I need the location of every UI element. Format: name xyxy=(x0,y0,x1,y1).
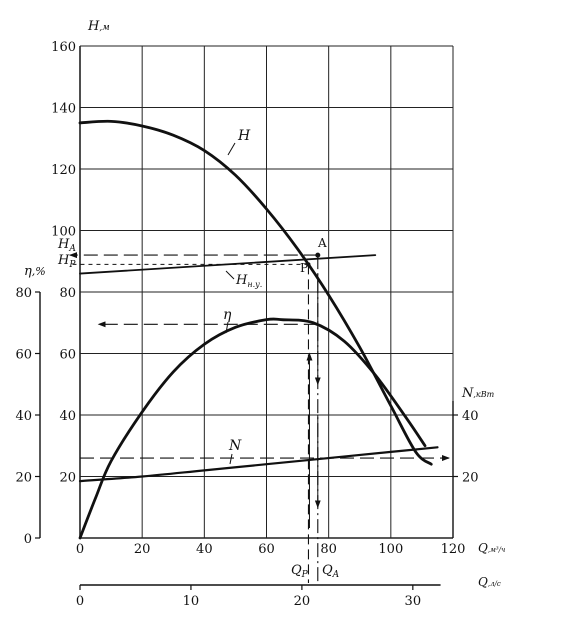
n-tick-label: 20 xyxy=(462,471,479,486)
h-tick-label: 100 xyxy=(51,225,76,240)
q-tick-label: 60 xyxy=(258,542,275,557)
q-tick-label: 100 xyxy=(378,542,403,557)
q-tick-label: 80 xyxy=(320,542,337,557)
eta-curve-label: η xyxy=(223,307,232,323)
eta-tick-label: 0 xyxy=(24,532,32,547)
eta-label-leader xyxy=(225,321,229,334)
point-p-label: P xyxy=(300,261,308,275)
h-tick-label: 40 xyxy=(59,409,76,424)
eta-tick-label: 60 xyxy=(15,348,32,363)
point-p-marker xyxy=(306,262,311,267)
q-ls-tick-label: 10 xyxy=(183,594,200,609)
hnu-curve-label: Hн.у. xyxy=(235,273,262,289)
qa-label: QA xyxy=(322,563,340,580)
n-label-leader xyxy=(229,453,233,465)
h-tick-label: 140 xyxy=(51,102,76,117)
h-label-leader xyxy=(227,142,236,156)
curves xyxy=(78,119,439,540)
eta-tick-label: 80 xyxy=(15,286,32,301)
q-tick-label: 0 xyxy=(76,542,84,557)
q-tick-label: 120 xyxy=(441,542,466,557)
q-tick-label: 40 xyxy=(196,542,213,557)
h-tick-label: 20 xyxy=(59,471,76,486)
q-tick-label: 20 xyxy=(134,542,151,557)
eta-tick-label: 20 xyxy=(15,471,32,486)
ha-label: HA xyxy=(57,237,76,254)
h-tick-label: 80 xyxy=(59,286,76,301)
n-tick-label: 40 xyxy=(462,409,479,424)
eta-axis-title: η,% xyxy=(24,264,46,279)
q2-axis-title: Q,л/с xyxy=(478,575,501,589)
hp-label: HP xyxy=(57,253,76,270)
qp-label: QP xyxy=(291,563,309,580)
series-h-line xyxy=(78,119,433,466)
n-axis-title: N,кВт xyxy=(461,386,495,401)
n-curve-label: N xyxy=(228,438,242,454)
eta-tick-label: 40 xyxy=(15,409,32,424)
q-ls-tick-label: 20 xyxy=(294,594,311,609)
q-axis-title: Q,м³/ч xyxy=(478,541,505,555)
h-tick-label: 120 xyxy=(51,163,76,178)
q-ls-tick-label: 0 xyxy=(76,594,84,609)
series-eta-line xyxy=(78,317,427,540)
h-axis-title: H,м xyxy=(87,19,110,34)
point-a-label: A xyxy=(317,236,327,250)
guide-lines xyxy=(69,252,450,583)
h-tick-label: 60 xyxy=(59,348,76,363)
point-a-marker xyxy=(315,252,321,258)
series-n-line xyxy=(78,446,439,483)
q-ls-tick-label: 30 xyxy=(405,594,422,609)
axes xyxy=(35,291,458,590)
grid xyxy=(79,45,454,539)
h-curve-label: H xyxy=(237,128,251,144)
h-tick-label: 160 xyxy=(51,40,76,55)
hnu-label-leader xyxy=(225,270,235,280)
